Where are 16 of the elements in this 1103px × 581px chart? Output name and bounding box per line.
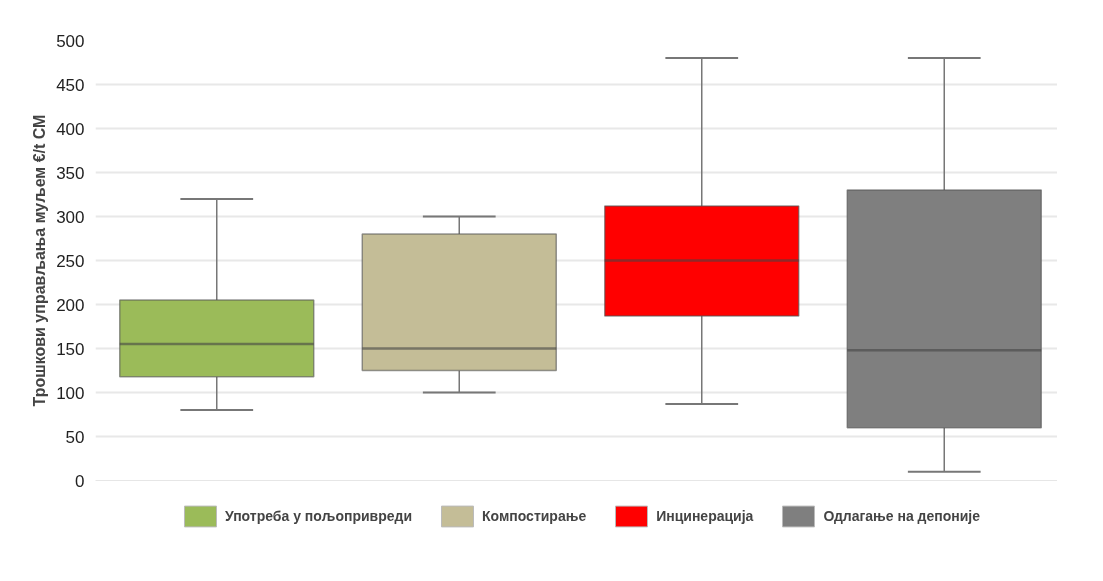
y-tick-label: 500: [56, 31, 85, 51]
y-tick-label: 0: [75, 471, 85, 491]
legend-label: Инцинерација: [656, 508, 754, 524]
y-tick-label: 150: [56, 339, 85, 359]
legend-label: Одлагање на депоније: [823, 508, 981, 524]
y-axis-title: Трошкови управљања муљем €/t СМ: [31, 114, 49, 407]
y-tick-label: 300: [56, 207, 85, 227]
legend-label: Употреба у пољопривреди: [224, 508, 413, 524]
y-tick-label: 350: [56, 163, 85, 183]
y-tick-label: 450: [56, 75, 85, 95]
legend-label: Компостирање: [482, 508, 587, 524]
y-tick-label: 50: [65, 427, 85, 447]
y-tick-label: 200: [56, 295, 85, 315]
y-tick-label: 400: [56, 119, 85, 139]
y-tick-label: 100: [56, 383, 85, 403]
y-tick-label: 250: [56, 251, 85, 271]
